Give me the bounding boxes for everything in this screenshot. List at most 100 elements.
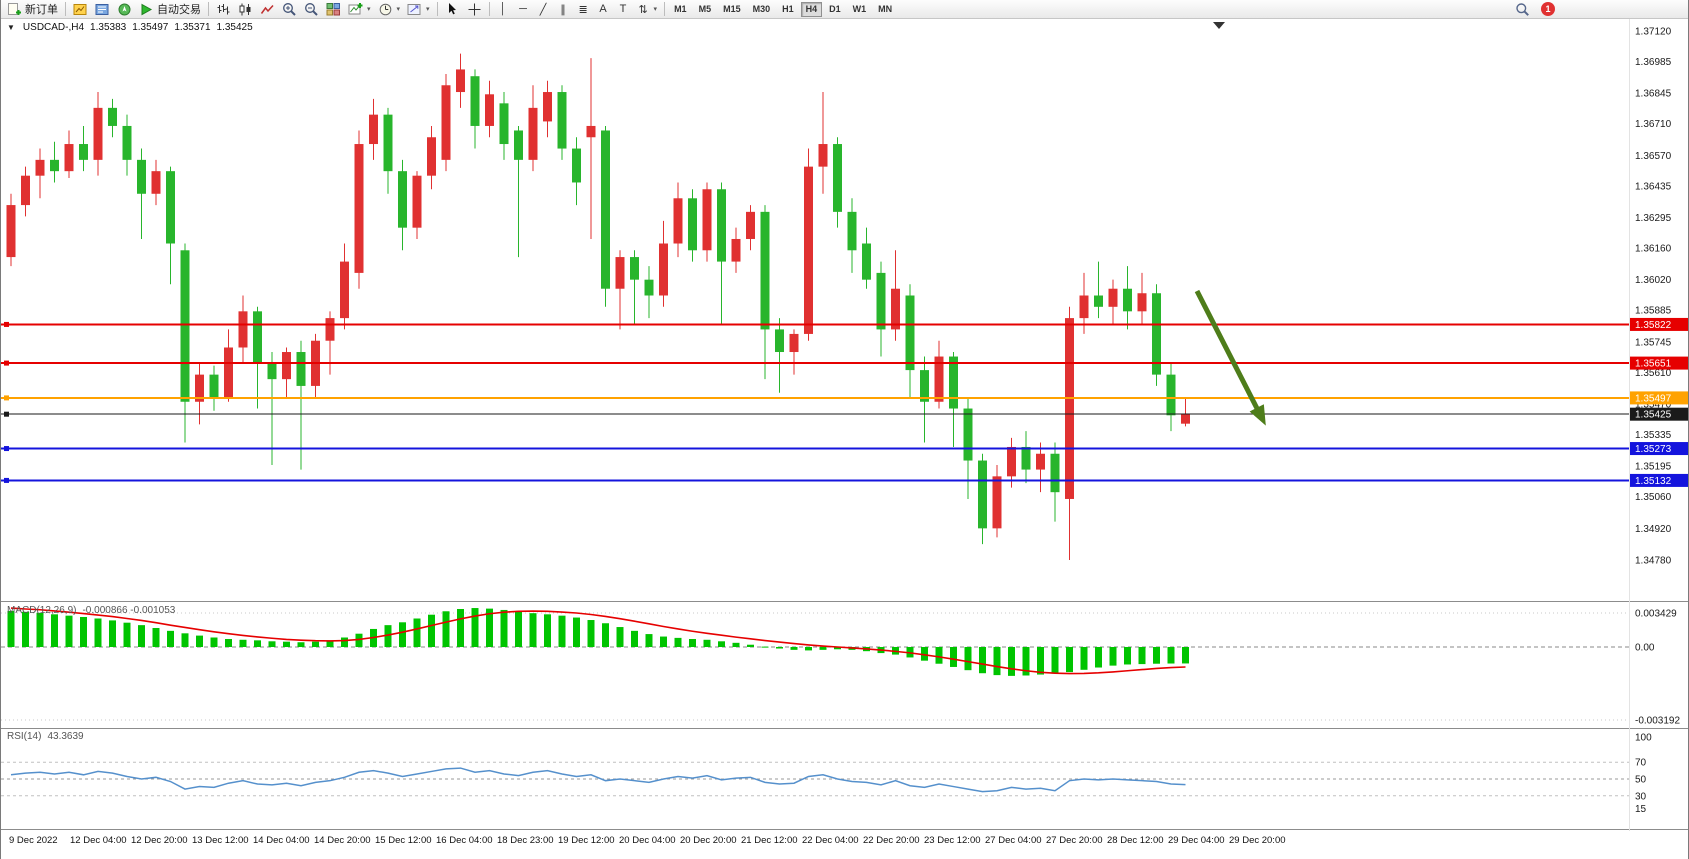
timeframe-button-mn[interactable]: MN <box>873 2 897 17</box>
time-axis-label: 29 Dec 20:00 <box>1229 835 1286 846</box>
zoom-in-button[interactable] <box>279 1 300 18</box>
text-icon: A <box>599 3 607 15</box>
time-axis-label: 14 Dec 04:00 <box>253 835 310 846</box>
chart-shift-marker <box>1213 22 1225 29</box>
one-click-trading-toggle[interactable]: ▼ <box>7 23 15 32</box>
chevron-down-icon: ▾ <box>367 6 371 13</box>
candles <box>6 53 1190 560</box>
svg-text:50: 50 <box>1635 775 1647 786</box>
fibonacci-tool-button[interactable]: ≣ <box>574 1 593 18</box>
svg-text:1.35610: 1.35610 <box>1635 368 1672 379</box>
time-axis-label: 19 Dec 12:00 <box>558 835 615 846</box>
panel-separator[interactable] <box>1 728 1688 729</box>
cursor-icon <box>445 2 460 17</box>
time-axis-label: 18 Dec 23:00 <box>497 835 554 846</box>
vertical-line-tool-button[interactable]: │ <box>494 1 513 18</box>
autotrading-play-icon <box>139 2 154 17</box>
timeframe-button-m1[interactable]: M1 <box>669 2 692 17</box>
timeframe-button-w1[interactable]: W1 <box>848 2 872 17</box>
channel-tool-button[interactable]: ∥ <box>554 1 573 18</box>
svg-text:1.37120: 1.37120 <box>1635 27 1672 38</box>
timeframe-button-d1[interactable]: D1 <box>824 2 846 17</box>
svg-text:70: 70 <box>1635 758 1647 769</box>
navigator-button[interactable] <box>114 1 135 18</box>
macd-label: MACD(12,26,9) -0.000866 -0.001053 <box>7 605 175 616</box>
svg-text:1.35651: 1.35651 <box>1635 359 1672 370</box>
svg-text:1.36435: 1.36435 <box>1635 181 1672 192</box>
fibonacci-icon: ≣ <box>578 3 588 16</box>
rsi-panel[interactable]: 100 70 50 30 15 <box>1 729 1689 829</box>
macd-grid <box>1 612 1629 721</box>
crosshair-button[interactable] <box>464 1 485 18</box>
time-axis-label: 9 Dec 2022 <box>9 835 58 846</box>
svg-text:1.35273: 1.35273 <box>1635 444 1672 455</box>
line-chart-button[interactable] <box>257 1 278 18</box>
periods-button[interactable]: ▾ <box>375 1 404 18</box>
templates-button[interactable]: ▾ <box>404 1 433 18</box>
time-axis-label: 12 Dec 04:00 <box>70 835 127 846</box>
candlestick-chart-button[interactable] <box>235 1 256 18</box>
svg-text:30: 30 <box>1635 791 1647 802</box>
svg-text:0.003429: 0.003429 <box>1635 609 1677 620</box>
new-order-icon <box>7 2 22 17</box>
timeframe-group: M1 M5 M15 M30 H1 H4 D1 W1 MN <box>669 1 897 17</box>
svg-text:1.35470: 1.35470 <box>1635 400 1672 411</box>
autotrading-button[interactable]: 自动交易 <box>136 1 204 18</box>
panel-separator[interactable] <box>1 601 1688 602</box>
zoom-out-button[interactable] <box>301 1 322 18</box>
zoom-in-icon <box>282 2 297 17</box>
vertical-line-icon: │ <box>499 3 507 15</box>
toolbar-separator <box>488 2 490 16</box>
rsi-value: 43.3639 <box>47 731 84 742</box>
line-chart-icon <box>260 2 275 17</box>
svg-text:-0.003192: -0.003192 <box>1635 716 1680 727</box>
timeframe-button-m5[interactable]: M5 <box>694 2 717 17</box>
market-watch-button[interactable] <box>92 1 113 18</box>
svg-text:1.34920: 1.34920 <box>1635 524 1672 535</box>
search-icon <box>1515 2 1530 17</box>
macd-histogram <box>7 608 1189 676</box>
crosshair-icon <box>467 2 482 17</box>
price-scale-border <box>1629 19 1630 831</box>
timeframe-button-m15[interactable]: M15 <box>718 2 746 17</box>
macd-panel[interactable]: 0.003429 0.00 -0.003192 <box>1 603 1689 727</box>
time-axis-label: 28 Dec 12:00 <box>1107 835 1164 846</box>
timeframe-button-h4[interactable]: H4 <box>800 1 823 17</box>
price-chart[interactable]: 1.37120 1.36985 1.36845 1.36710 1.36570 1.364… <box>1 19 1689 601</box>
svg-text:15: 15 <box>1635 804 1647 815</box>
svg-text:1.36985: 1.36985 <box>1635 57 1672 68</box>
chevron-down-icon: ▾ <box>396 6 401 13</box>
text-tool-button[interactable]: A <box>594 1 613 18</box>
arrows-tool-button[interactable]: ⇅ ▾ <box>634 1 661 18</box>
toolbar-separator <box>436 2 438 16</box>
panel-separator[interactable] <box>1 829 1688 830</box>
time-axis-label: 27 Dec 04:00 <box>985 835 1042 846</box>
chevron-down-icon: ▾ <box>653 6 658 13</box>
rsi-label: RSI(14) 43.3639 <box>7 731 84 742</box>
indicators-button[interactable]: ▾ <box>345 1 374 18</box>
svg-text:1.36160: 1.36160 <box>1635 244 1672 255</box>
svg-text:1.36710: 1.36710 <box>1635 119 1672 130</box>
text-label-icon: T <box>619 3 627 15</box>
label-tool-button[interactable]: T <box>614 1 633 18</box>
low-value: 1.35371 <box>174 22 211 33</box>
navigator-icon <box>117 2 132 17</box>
tile-windows-button[interactable] <box>323 1 344 18</box>
horizontal-line-tool-button[interactable]: ─ <box>514 1 533 18</box>
bar-chart-button[interactable] <box>213 1 234 18</box>
time-axis-label: 23 Dec 12:00 <box>924 835 981 846</box>
notification-badge[interactable]: 1 <box>1541 2 1555 16</box>
trendline-tool-button[interactable]: ╱ <box>534 1 553 18</box>
timeframe-button-h1[interactable]: H1 <box>777 2 799 17</box>
timeframe-button-m30[interactable]: M30 <box>748 2 776 17</box>
new-order-button[interactable]: 新订单 <box>4 1 61 18</box>
market-watch-icon <box>95 2 110 17</box>
channel-icon: ∥ <box>560 3 566 16</box>
cursor-button[interactable] <box>442 1 463 18</box>
time-axis[interactable]: 9 Dec 2022 12 Dec 04:00 12 Dec 20:00 13 Dec… <box>1 831 1688 859</box>
charts-button[interactable] <box>70 1 91 18</box>
rsi-line <box>10 767 1186 793</box>
tile-windows-icon <box>326 2 341 17</box>
search-button[interactable] <box>1512 1 1533 18</box>
